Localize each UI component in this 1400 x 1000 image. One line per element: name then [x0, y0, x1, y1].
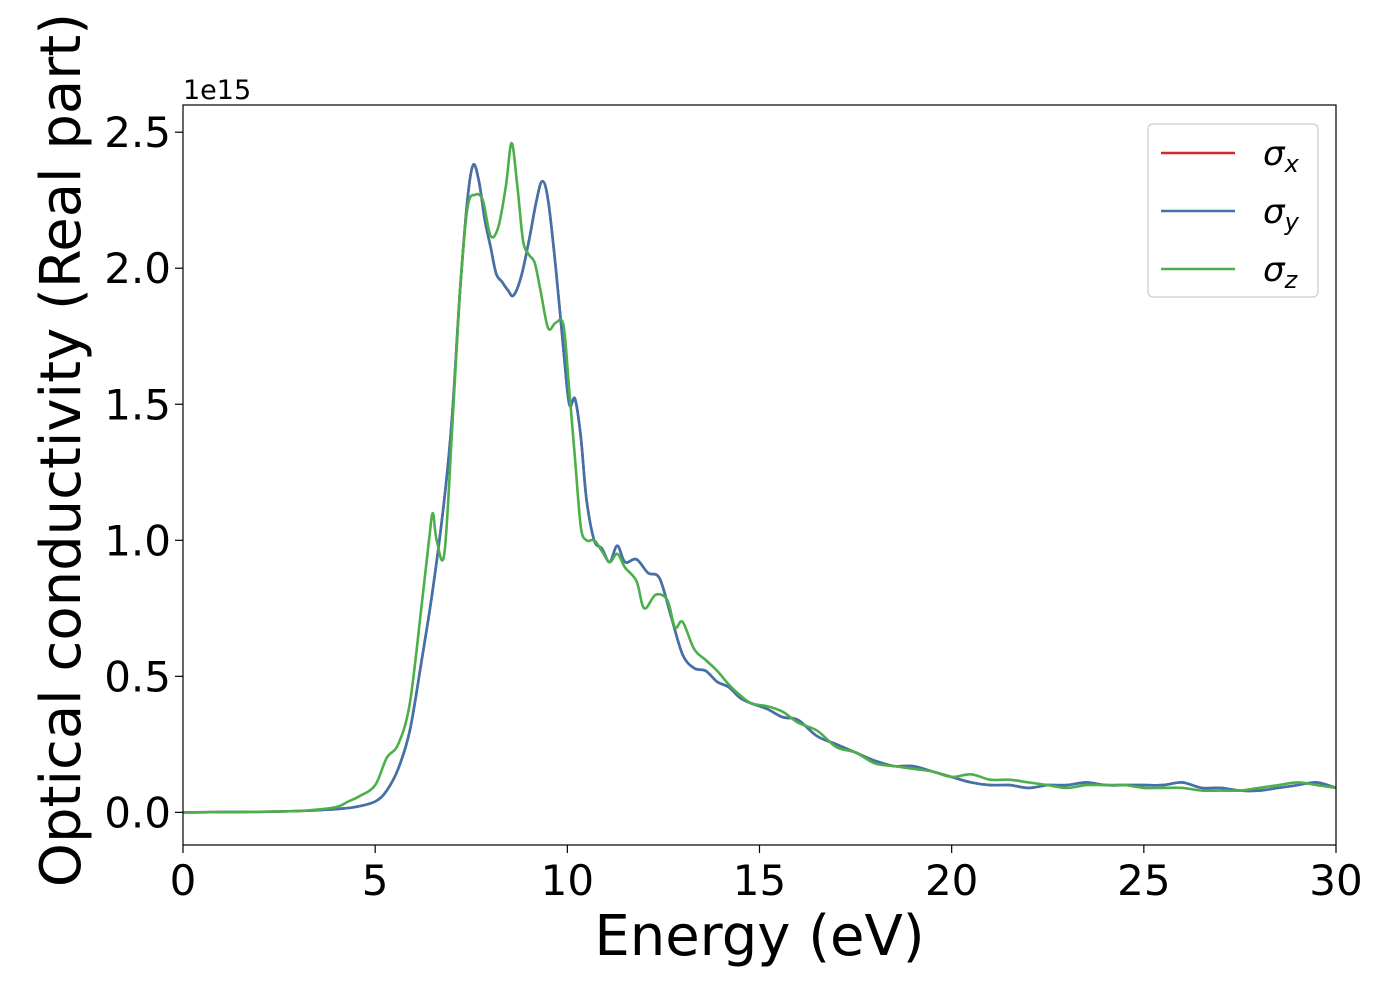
y-offset-text: 1e15	[183, 75, 251, 106]
x-tick-label: 20	[925, 856, 978, 905]
y-tick-label: 0.5	[104, 652, 171, 701]
x-tick-label: 5	[362, 856, 389, 905]
x-axis: 0 5 10 15 20 25 30	[170, 845, 1363, 905]
legend-label-z: σz	[1263, 250, 1299, 294]
y-tick-label: 2.5	[104, 108, 171, 157]
y-tick-label: 1.0	[104, 516, 171, 565]
legend-label-y: σy	[1263, 192, 1300, 236]
x-tick-label: 30	[1309, 856, 1362, 905]
x-tick-label: 10	[541, 856, 594, 905]
y-tick-label: 1.5	[104, 380, 171, 429]
x-tick-label: 15	[733, 856, 786, 905]
series-line-z	[183, 141, 1336, 814]
x-tick-label: 25	[1117, 856, 1170, 905]
x-axis-label: Energy (eV)	[594, 904, 924, 969]
series-layer	[183, 141, 1336, 814]
legend: σx σy σz	[1147, 123, 1319, 298]
y-tick-label: 2.0	[104, 244, 171, 293]
y-axis-label: Optical conductivity (Real part)	[29, 13, 94, 887]
y-tick-label: 0.0	[104, 788, 171, 837]
legend-label-x: σx	[1263, 134, 1300, 178]
y-axis: 0.0 0.5 1.0 1.5 2.0 2.5	[104, 108, 183, 837]
x-tick-label: 0	[170, 856, 197, 905]
